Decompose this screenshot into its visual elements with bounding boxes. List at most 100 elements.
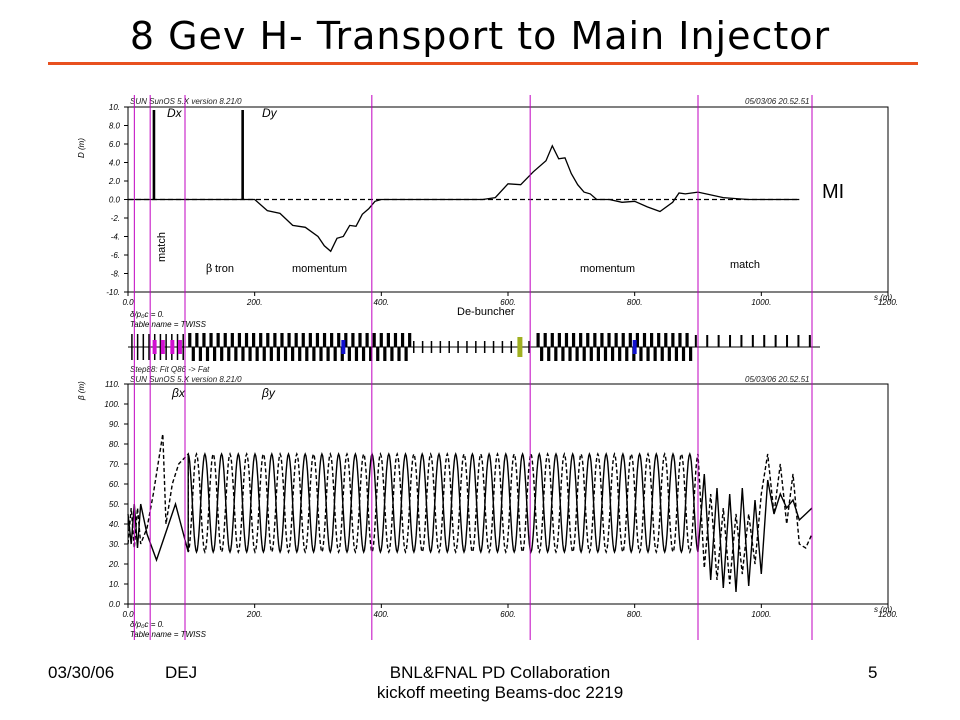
lattice-magnet xyxy=(369,347,373,361)
upper-ytick-label: -8. xyxy=(111,270,120,279)
footer-page-number: 5 xyxy=(868,663,878,682)
title-underline xyxy=(48,62,918,65)
lattice-magnet xyxy=(344,333,348,347)
lower-axis-ticks: 0.0 10. 20. 30. 40. 50. 60. 70. 80. 90. 100. 110. 0.… xyxy=(104,380,898,619)
lattice-magnet xyxy=(400,333,405,347)
lattice-magnet xyxy=(234,347,238,361)
lattice-magnet xyxy=(635,333,640,347)
lattice-magnet xyxy=(188,333,192,347)
lattice-magnet xyxy=(610,347,615,361)
lower-xtick-label: 1200. xyxy=(878,610,898,619)
lattice-magnet xyxy=(283,347,288,361)
lattice-magnet xyxy=(694,335,697,347)
lattice-magnet xyxy=(621,333,625,347)
slide-title: 8 Gev H- Transport to Main Injector xyxy=(129,14,831,58)
lattice-magnet xyxy=(248,347,252,361)
upper-ytick-label: 8.0 xyxy=(109,122,121,131)
upper-ylabel: D (m) xyxy=(77,138,86,158)
lower-footer-2: Table name = TWISS xyxy=(130,630,207,639)
lattice-magnet xyxy=(430,341,433,353)
lattice-magnet xyxy=(308,333,312,347)
lower-header-right: 05/03/06 20.52.51 xyxy=(745,375,810,384)
lattice-magnet xyxy=(287,333,291,347)
lattice-magnet xyxy=(142,334,145,360)
lattice-magnet xyxy=(165,334,167,360)
lattice-magnet xyxy=(136,334,139,360)
lattice-magnet xyxy=(448,341,450,353)
lattice-magnet-special xyxy=(160,340,165,354)
lattice-magnet xyxy=(347,347,351,361)
lattice-magnet xyxy=(198,347,203,361)
lower-ytick-label: 10. xyxy=(109,580,120,589)
lattice-debuncher-cavity xyxy=(517,337,523,357)
lattice-magnet xyxy=(372,333,376,347)
footer-date: 03/30/06 xyxy=(48,663,115,682)
annotation-debuncher: De-buncher xyxy=(457,306,515,318)
lower-xtick-label: 600. xyxy=(500,610,516,619)
lattice-magnet xyxy=(397,347,401,361)
footer-center-line2: kickoff meeting Beams-doc 2219 xyxy=(376,683,624,702)
lower-xtick-label: 800. xyxy=(627,610,643,619)
section-markers xyxy=(133,95,813,640)
lattice-magnet xyxy=(729,335,732,347)
lattice-magnet xyxy=(685,333,689,347)
beta-plot: Step88: Fit Q86 -> Fat SUN SunOS 5.X ver… xyxy=(77,365,898,639)
lattice-magnet xyxy=(671,333,675,347)
upper-xtick-label: 0.0 xyxy=(122,298,134,307)
lower-series xyxy=(127,433,813,593)
section-annotations: match β tron momentum momentum match De-… xyxy=(156,181,844,318)
lattice-magnet-special xyxy=(177,340,182,354)
lattice-magnet xyxy=(351,333,355,347)
lattice-magnet xyxy=(557,333,561,347)
upper-ytick-label: -6. xyxy=(111,251,120,260)
lattice-magnet xyxy=(298,347,302,361)
upper-series xyxy=(128,110,800,253)
lattice-magnet xyxy=(259,333,263,347)
annotation-match-right: match xyxy=(730,259,760,271)
lattice-magnet xyxy=(354,347,359,361)
lower-xlabel: s (m) xyxy=(874,605,893,614)
lattice-magnet xyxy=(600,333,604,347)
annotation-btron-text: tron xyxy=(215,263,234,275)
lattice-magnet xyxy=(333,347,337,361)
lattice-magnet xyxy=(808,335,811,347)
lattice-magnet xyxy=(255,347,259,361)
lattice-magnet xyxy=(195,333,199,347)
lower-xtick-label: 400. xyxy=(374,610,390,619)
lower-ytick-label: 40. xyxy=(109,520,120,529)
lattice-magnet xyxy=(230,333,234,347)
lattice-magnet xyxy=(678,333,682,347)
lattice-magnet xyxy=(390,347,394,361)
lower-ytick-label: 20. xyxy=(108,560,120,569)
lattice-magnet xyxy=(797,335,800,347)
lattice-magnet xyxy=(664,333,668,347)
lattice-magnet xyxy=(191,347,195,361)
lattice-magnet xyxy=(653,347,657,361)
lower-ytick-label: 30. xyxy=(109,540,120,549)
lattice-magnet-special xyxy=(170,340,175,354)
lattice-magnet xyxy=(212,347,217,361)
lattice-magnet xyxy=(543,333,547,347)
lattice-magnet xyxy=(575,347,579,361)
lattice-magnet xyxy=(252,333,256,347)
lattice-magnet xyxy=(269,347,273,361)
lattice-magnet xyxy=(202,333,206,347)
lattice-magnet xyxy=(131,334,133,360)
upper-footer-1: δ/p₀c = 0. xyxy=(130,310,164,319)
lattice-magnet xyxy=(603,347,608,361)
lattice-magnet xyxy=(579,333,583,347)
lattice-magnet xyxy=(540,347,544,361)
footer-center-line1: BNL&FNAL PD Collaboration xyxy=(389,663,611,682)
lattice-magnet xyxy=(774,335,777,347)
lattice-magnet xyxy=(554,347,558,361)
lattice-magnet xyxy=(589,347,593,361)
upper-ytick-label: -2. xyxy=(111,214,120,223)
upper-dy-label: Dy xyxy=(262,106,278,120)
lattice-magnet xyxy=(330,333,334,347)
lattice-magnet xyxy=(475,341,477,353)
lower-series-1 xyxy=(127,433,813,585)
lattice-magnet xyxy=(408,333,412,347)
lattice-magnet xyxy=(216,333,220,347)
lattice-magnet xyxy=(510,341,513,353)
lattice-magnet xyxy=(358,333,362,347)
